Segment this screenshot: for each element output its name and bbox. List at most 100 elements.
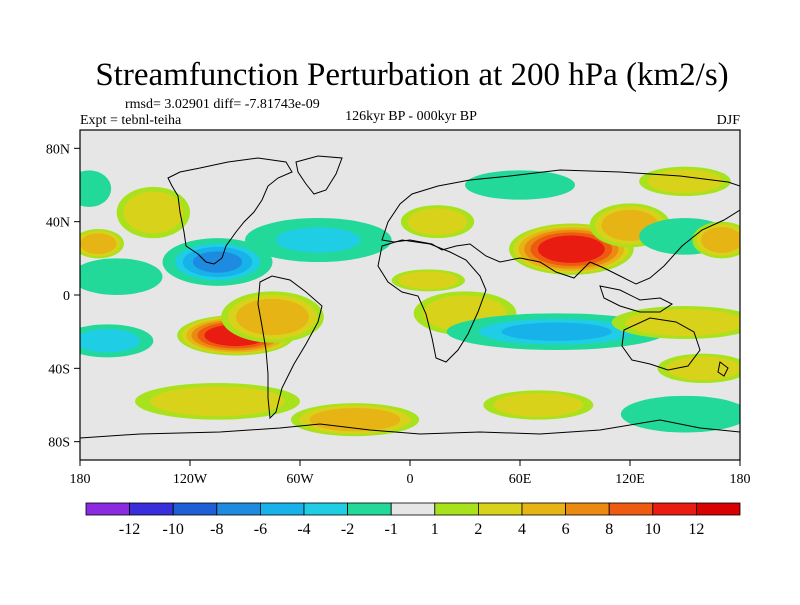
colorbar-label-2: -8 xyxy=(210,521,223,538)
coast-antarctica xyxy=(80,419,740,439)
coast-australia xyxy=(621,317,701,371)
anomaly-12 xyxy=(290,403,420,437)
anomaly-7 xyxy=(116,186,190,239)
anomaly-6 xyxy=(80,258,163,295)
x-tick-label-4: 60E xyxy=(509,472,532,487)
axis-ticks: 180 120W 60W 0 60E 120E 180 80N 40N 0 40S 80S xyxy=(46,142,751,487)
anomaly-10-level-3 xyxy=(84,332,131,350)
colorbar-swatch-1 xyxy=(129,502,174,516)
anomaly-8-level-3 xyxy=(85,236,112,252)
colorbar-swatch-13 xyxy=(652,502,697,516)
colorbar-swatch-9 xyxy=(477,502,523,516)
colorbar-label-5: -2 xyxy=(341,521,354,538)
colorbar-swatch-4 xyxy=(259,502,305,516)
colorbar-label-10: 6 xyxy=(562,521,570,538)
anomaly-11 xyxy=(135,383,300,420)
colorbar-label-6: -1 xyxy=(385,521,398,538)
colorbar-swatch-10 xyxy=(521,502,566,516)
colorbar-swatch-8 xyxy=(434,502,479,516)
anomaly-14-level-2 xyxy=(416,212,459,232)
stats-label: rmsd= 3.02901 diff= -7.81743e-09 xyxy=(125,97,320,112)
anomaly-12-level-3 xyxy=(322,411,388,428)
anomaly-14 xyxy=(400,205,475,239)
anomaly-11-level-2 xyxy=(169,390,266,412)
anomaly-18-level-3 xyxy=(707,230,737,250)
y-tick-label-3: 40S xyxy=(48,362,70,377)
anomaly-23-level-2 xyxy=(658,172,712,190)
y-tick-label-1: 40N xyxy=(46,216,70,231)
anomaly-6-level-2 xyxy=(90,266,144,288)
colorbar-label-7: 1 xyxy=(431,521,439,538)
anomaly-24 xyxy=(483,390,594,420)
anomaly-10 xyxy=(80,324,154,358)
anomaly-3-level-3 xyxy=(609,214,651,237)
anomaly-22-level-1 xyxy=(481,174,559,196)
anomaly-1 xyxy=(221,291,324,343)
anomaly-23 xyxy=(639,166,731,196)
anomaly-2-level-6 xyxy=(547,239,595,259)
coast-north-america xyxy=(167,157,293,265)
anomaly-4-level-4 xyxy=(192,251,243,273)
colorbar-swatch-5 xyxy=(303,502,348,516)
coast-africa xyxy=(377,239,487,363)
contour-fill-layer xyxy=(80,166,740,437)
colorbar-label-1: -10 xyxy=(163,521,184,538)
coast-europe-asia xyxy=(381,169,740,285)
anomaly-5-level-2 xyxy=(275,227,361,253)
anomaly-7-level-2 xyxy=(132,197,175,228)
x-tick-label-2: 60W xyxy=(286,472,314,487)
anomaly-16-level-3 xyxy=(501,322,612,341)
colorbar: -12 -10 -8 -6 -4 -2 -1 1 2 4 6 8 10 12 xyxy=(85,502,741,538)
colorbar-swatch-11 xyxy=(565,502,610,516)
colorbar-swatch-0 xyxy=(85,502,130,516)
anomaly-20-level-2 xyxy=(676,359,730,377)
colorbar-swatch-2 xyxy=(172,502,218,516)
anomaly-18 xyxy=(692,221,740,259)
x-tick-label-0: 180 xyxy=(70,472,91,487)
anomaly-9 xyxy=(80,170,112,207)
colorbar-label-12: 10 xyxy=(645,521,661,538)
colorbar-label-4: -4 xyxy=(297,521,310,538)
colorbar-label-9: 4 xyxy=(518,521,526,538)
anomaly-2 xyxy=(508,223,634,275)
colorbar-label-13: 12 xyxy=(688,521,704,538)
anomaly-19 xyxy=(611,306,740,339)
coast-greenland xyxy=(295,155,343,195)
anomaly-9-level-2 xyxy=(80,178,102,200)
coast-south-america xyxy=(257,275,323,420)
colorbar-swatch-14 xyxy=(696,502,741,516)
x-tick-label-3: 0 xyxy=(407,472,414,487)
y-tick-label-2: 0 xyxy=(63,289,70,304)
x-tick-label-5: 120E xyxy=(615,472,645,487)
anomaly-13 xyxy=(391,269,466,292)
colorbar-label-0: -12 xyxy=(119,521,140,538)
anomaly-20 xyxy=(657,353,740,383)
chart-title: Streamfunction Perturbation at 200 hPa (… xyxy=(95,57,728,93)
colorbar-label-8: 2 xyxy=(474,521,482,538)
season-label: DJF xyxy=(717,113,741,128)
coast-maritime-continent xyxy=(599,285,673,313)
anomaly-24-level-2 xyxy=(506,396,571,414)
x-tick-label-1: 120W xyxy=(173,472,208,487)
colorbar-label-3: -6 xyxy=(254,521,267,538)
colorbar-label-11: 8 xyxy=(605,521,613,538)
colorbar-swatch-6 xyxy=(347,502,392,516)
experiment-label: Expt = tebnl-teiha xyxy=(80,113,182,128)
colorbar-swatch-12 xyxy=(608,502,654,516)
anomaly-21-level-2 xyxy=(647,403,723,425)
y-tick-label-0: 80N xyxy=(46,142,70,157)
period-label: 126kyr BP - 000kyr BP xyxy=(345,109,477,124)
anomaly-19-level-2 xyxy=(642,312,728,333)
anomaly-21 xyxy=(620,395,740,433)
colorbar-swatch-3 xyxy=(216,502,261,516)
anomaly-13-level-2 xyxy=(407,273,450,287)
coast-new-zealand xyxy=(717,361,729,377)
coastlines xyxy=(80,155,740,439)
anomaly-5 xyxy=(245,218,392,262)
colorbar-swatch-7 xyxy=(390,502,436,516)
x-tick-label-6: 180 xyxy=(730,472,751,487)
anomaly-8 xyxy=(80,229,124,259)
anomaly-4 xyxy=(162,238,273,286)
